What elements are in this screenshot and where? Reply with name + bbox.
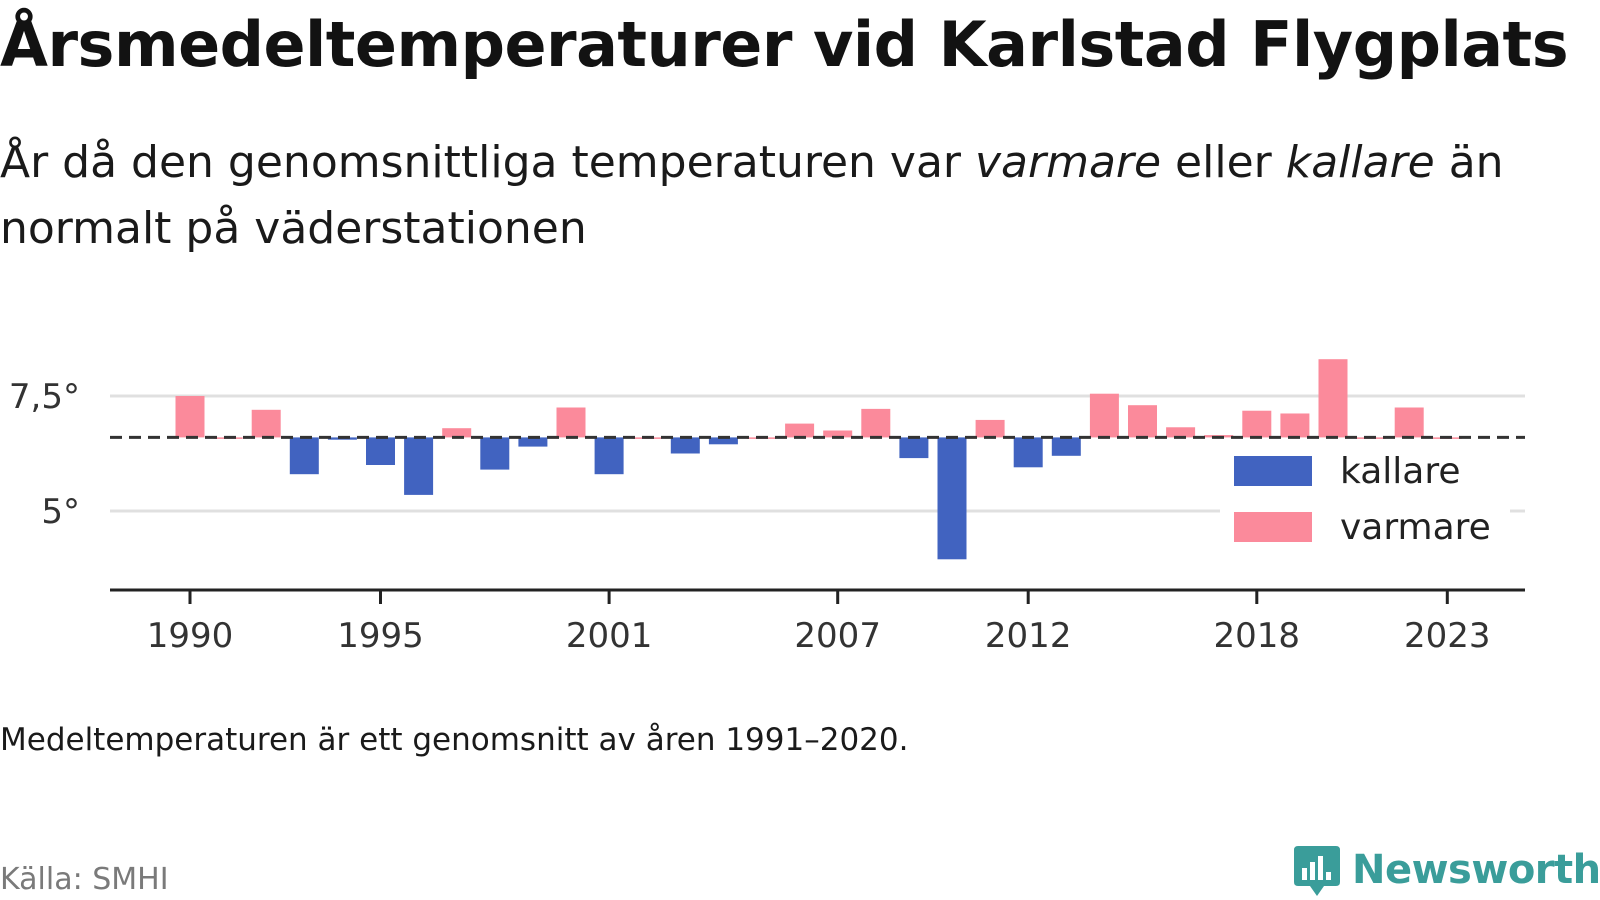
bar-2015 [1128,405,1157,438]
grid-lines: 5° 7,5° [9,377,1525,532]
axes: 1990 1995 2001 2007 2012 2018 2023 [110,435,1525,656]
x-tick-label: 2018 [1214,616,1301,656]
subtitle-part-3: än normalt på väderstationen [0,137,1504,254]
bar-1992 [251,409,281,438]
bar-2007 [823,430,853,438]
x-tick-label: 2001 [566,616,653,656]
x-tick-label: 2007 [794,616,881,656]
x-tick-label: 2012 [985,616,1072,656]
legend-swatch-varmare [1234,512,1312,542]
bar-2006 [785,423,815,438]
bar-2009 [899,437,929,459]
subtitle-colder: kallare [1285,137,1435,188]
bar-2011 [975,419,1005,438]
legend: kallare varmare [1220,448,1510,550]
bar-1990 [175,396,205,438]
temperature-bar-chart: 5° 7,5° 1990 1995 2001 2007 2012 2018 2023 kall… [9,359,1525,656]
legend-label-kallare: kallare [1340,451,1461,492]
bar-2014 [1089,393,1119,438]
bar-2013 [1051,437,1081,456]
subtitle-part-1: År då den genomsnittliga temperaturen va… [0,137,975,188]
bar-2001 [594,437,624,475]
y-tick-label: 7,5° [9,377,80,417]
bar-2000 [556,407,586,438]
newsworthy-icon [1294,846,1340,896]
subtitle-part-2: eller [1161,137,1286,188]
brand-name: Newsworthy [1352,847,1600,893]
x-tick-label: 1990 [147,616,234,656]
bar-1993 [289,437,319,475]
newsworthy-logo: Newsworthy [1292,842,1600,898]
legend-swatch-kallare [1234,456,1312,486]
bar-1996 [404,437,434,495]
x-tick-label: 1995 [337,616,424,656]
bars [175,359,1462,560]
bar-2022 [1394,407,1424,438]
bar-2016 [1166,427,1196,438]
bar-2008 [861,408,891,438]
chart-subtitle: År då den genomsnittliga temperaturen va… [0,130,1560,262]
bar-1999 [518,437,548,447]
bar-1997 [442,428,472,438]
legend-label-varmare: varmare [1340,507,1491,548]
x-tick-label: 2023 [1404,616,1491,656]
footnote: Medeltemperaturen är ett genomsnitt av å… [0,722,909,758]
source-label: Källa: SMHI [0,862,169,897]
bar-1998 [480,437,510,470]
bar-2004 [708,437,738,445]
y-tick-label: 5° [41,492,80,532]
bar-2020 [1318,359,1348,438]
bar-1995 [366,437,395,465]
bar-2010 [937,437,967,560]
bar-2018 [1242,410,1272,438]
bar-2003 [670,437,700,454]
bar-2012 [1013,437,1043,468]
chart-title: Årsmedeltemperaturer vid Karlstad Flygpl… [0,8,1569,81]
bar-2019 [1280,413,1310,438]
subtitle-warmer: varmare [974,137,1162,188]
